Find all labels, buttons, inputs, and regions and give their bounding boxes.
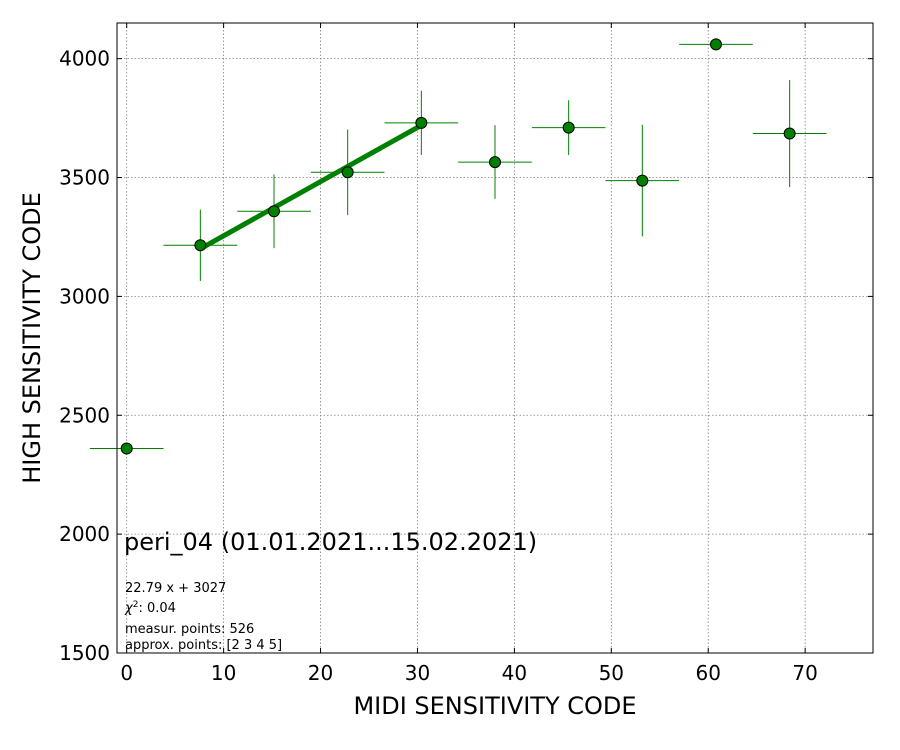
annotation-title: peri_04 (01.01.2021...15.02.2021) <box>124 528 537 556</box>
data-point <box>194 239 207 252</box>
data-point <box>415 116 428 129</box>
data-point <box>341 166 354 179</box>
data-point <box>636 174 649 187</box>
data-point <box>709 38 722 51</box>
chi-superscript: 2 <box>133 600 139 610</box>
axis-ticks <box>117 23 873 654</box>
data-point <box>783 127 796 140</box>
y-tick-label: 4000 <box>59 47 110 71</box>
y-tick-label: 1500 <box>59 641 110 665</box>
annotation-approx-points: approx. points: [2 3 4 5] <box>125 638 282 653</box>
x-tick-label: 30 <box>405 661 430 685</box>
grid-lines <box>117 23 873 654</box>
chi2-value: : 0.04 <box>138 601 175 616</box>
fit-line-group <box>199 123 423 251</box>
data-point <box>489 156 501 169</box>
y-tick-label: 2500 <box>59 403 110 427</box>
fit-line <box>199 123 423 251</box>
data-points <box>120 38 796 455</box>
x-tick-label: 10 <box>211 661 236 685</box>
y-tick-label: 2000 <box>59 522 110 546</box>
data-point <box>268 205 281 218</box>
x-axis-label: MIDI SENSITIVITY CODE <box>353 692 636 720</box>
data-point <box>120 442 133 455</box>
annotation-measured-points: measur. points: 526 <box>125 622 254 637</box>
chi-symbol: χ <box>124 601 134 616</box>
y-axis-label: HIGH SENSITIVITY CODE <box>18 192 46 484</box>
x-tick-label: 0 <box>120 661 133 685</box>
data-point <box>562 121 575 134</box>
annotation-chi2: χ2: 0.04 <box>124 600 176 616</box>
tick-labels: 0 10 20 30 40 50 60 70 1500 2000 2500 3000 3500 4000 <box>59 47 818 685</box>
x-tick-label: 40 <box>502 661 527 685</box>
y-tick-label: 3500 <box>59 166 110 190</box>
y-tick-label: 3000 <box>59 284 110 308</box>
x-tick-label: 60 <box>696 661 721 685</box>
x-tick-label: 70 <box>792 661 817 685</box>
plot-frame <box>116 22 874 654</box>
x-tick-label: 50 <box>599 661 624 685</box>
x-tick-label: 20 <box>308 661 333 685</box>
annotation-equation: 22.79 x + 3027 <box>125 581 226 596</box>
